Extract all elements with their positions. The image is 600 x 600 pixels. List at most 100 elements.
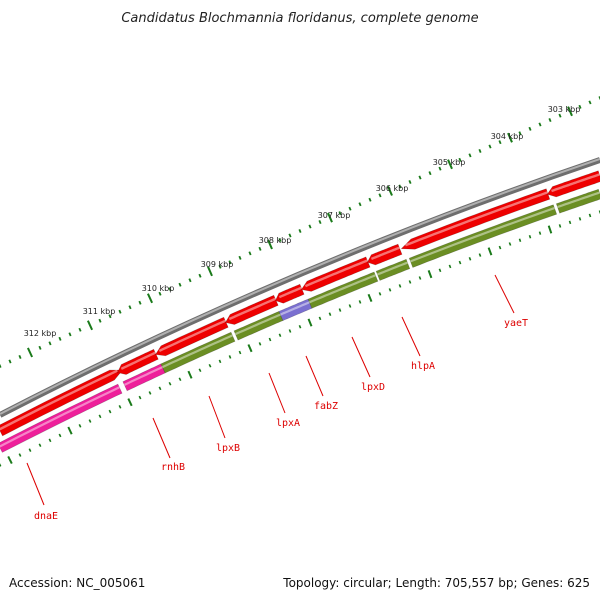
inner-minor-tick <box>28 448 32 452</box>
inner-minor-tick <box>588 213 592 218</box>
gene-label-dnae: dnaE <box>34 511 58 522</box>
minor-tick <box>408 180 412 184</box>
forward-cds-shine <box>228 297 276 321</box>
inner-minor-tick <box>58 433 62 438</box>
inner-scale-ticks <box>0 210 600 467</box>
inner-major-tick <box>67 426 73 435</box>
minor-tick <box>478 148 482 153</box>
inner-minor-tick <box>568 220 572 225</box>
major-tick <box>267 239 273 250</box>
minor-tick <box>588 100 592 105</box>
inner-minor-tick <box>298 324 302 329</box>
minor-tick <box>528 126 532 131</box>
inner-minor-tick <box>0 463 2 467</box>
minor-tick <box>298 229 302 233</box>
minor-tick <box>18 354 22 359</box>
inner-minor-tick <box>478 253 482 257</box>
scale-label: 307 kbp <box>318 211 351 220</box>
inner-minor-tick <box>218 359 222 364</box>
scale-label: 304 kbp <box>491 132 524 141</box>
forward-strand-track <box>0 170 600 437</box>
reverse-cds-shine <box>123 366 163 386</box>
reverse-cds <box>160 331 236 374</box>
major-tick <box>26 347 34 358</box>
minor-tick <box>68 332 72 337</box>
forward-cds-shine <box>404 191 548 247</box>
inner-major-tick <box>367 293 373 302</box>
forward-cds-shine <box>304 259 368 288</box>
minor-tick <box>0 364 2 368</box>
reverse-cds-shine <box>234 313 281 336</box>
map-title: Candidatus Blochmannia floridanus, compl… <box>121 11 478 26</box>
major-tick <box>567 106 573 117</box>
inner-minor-tick <box>558 224 562 228</box>
reverse-cds <box>408 204 558 268</box>
inner-minor-tick <box>518 238 522 243</box>
gene-leader-lines <box>26 274 515 506</box>
inner-major-tick <box>547 225 553 234</box>
minor-tick <box>438 166 442 171</box>
minor-tick <box>178 282 182 287</box>
minor-tick <box>118 309 122 314</box>
reverse-cds <box>307 271 379 309</box>
minor-tick <box>258 246 262 251</box>
inner-minor-tick <box>398 284 402 288</box>
minor-tick <box>498 140 502 145</box>
reverse-cds-shine <box>279 301 310 316</box>
inner-minor-tick <box>38 443 42 447</box>
reverse-cds-shine <box>376 261 408 276</box>
major-tick <box>507 132 513 143</box>
minor-tick <box>428 171 432 176</box>
minor-tick <box>238 255 242 260</box>
gene-label-fabz: fabZ <box>314 401 338 412</box>
minor-tick <box>8 359 12 364</box>
minor-tick <box>128 305 132 310</box>
inner-minor-tick <box>138 395 142 400</box>
minor-tick <box>518 131 522 136</box>
gene-label-lpxd: lpxD <box>361 382 385 393</box>
inner-major-tick <box>247 344 253 353</box>
forward-cds-shine <box>278 286 302 299</box>
inner-minor-tick <box>448 264 452 269</box>
inner-minor-tick <box>388 288 392 292</box>
inner-minor-tick <box>458 260 462 265</box>
minor-tick <box>548 118 552 123</box>
minor-tick <box>288 233 292 238</box>
minor-tick <box>348 206 352 211</box>
forward-cds-shine <box>158 319 226 352</box>
genome-summary-text: Topology: circular; Length: 705,557 bp; … <box>283 576 590 590</box>
minor-tick <box>158 291 162 296</box>
scale-label: 310 kbp <box>142 284 175 293</box>
inner-minor-tick <box>168 381 172 386</box>
minor-tick <box>338 211 342 216</box>
inner-minor-tick <box>148 391 152 395</box>
minor-tick <box>48 341 52 346</box>
minor-tick <box>278 237 282 242</box>
inner-minor-tick <box>258 342 262 346</box>
forward-cds <box>546 170 600 198</box>
inner-minor-tick <box>468 257 472 261</box>
accession-text: Accession: NC_005061 <box>9 576 146 590</box>
forward-cds-shine <box>120 351 156 370</box>
scale-label: 303 kbp <box>548 105 581 114</box>
inner-minor-tick <box>498 245 502 250</box>
gene-label-lpxb: lpxB <box>216 443 240 454</box>
forward-cds <box>366 243 403 266</box>
scale-label: 308 kbp <box>259 236 292 245</box>
inner-minor-tick <box>228 355 232 359</box>
major-tick <box>207 266 213 277</box>
forward-cds-shine <box>0 369 118 431</box>
minor-tick <box>458 157 462 162</box>
minor-tick <box>38 345 42 350</box>
major-tick <box>327 212 333 223</box>
minor-tick <box>308 224 312 229</box>
minor-tick <box>98 318 102 323</box>
minor-tick <box>58 336 62 341</box>
inner-minor-tick <box>358 300 362 304</box>
reverse-cds-shine <box>161 334 233 369</box>
inner-minor-tick <box>158 386 162 391</box>
minor-tick <box>198 273 202 278</box>
inner-minor-tick <box>238 350 242 355</box>
inner-minor-tick <box>108 409 112 414</box>
